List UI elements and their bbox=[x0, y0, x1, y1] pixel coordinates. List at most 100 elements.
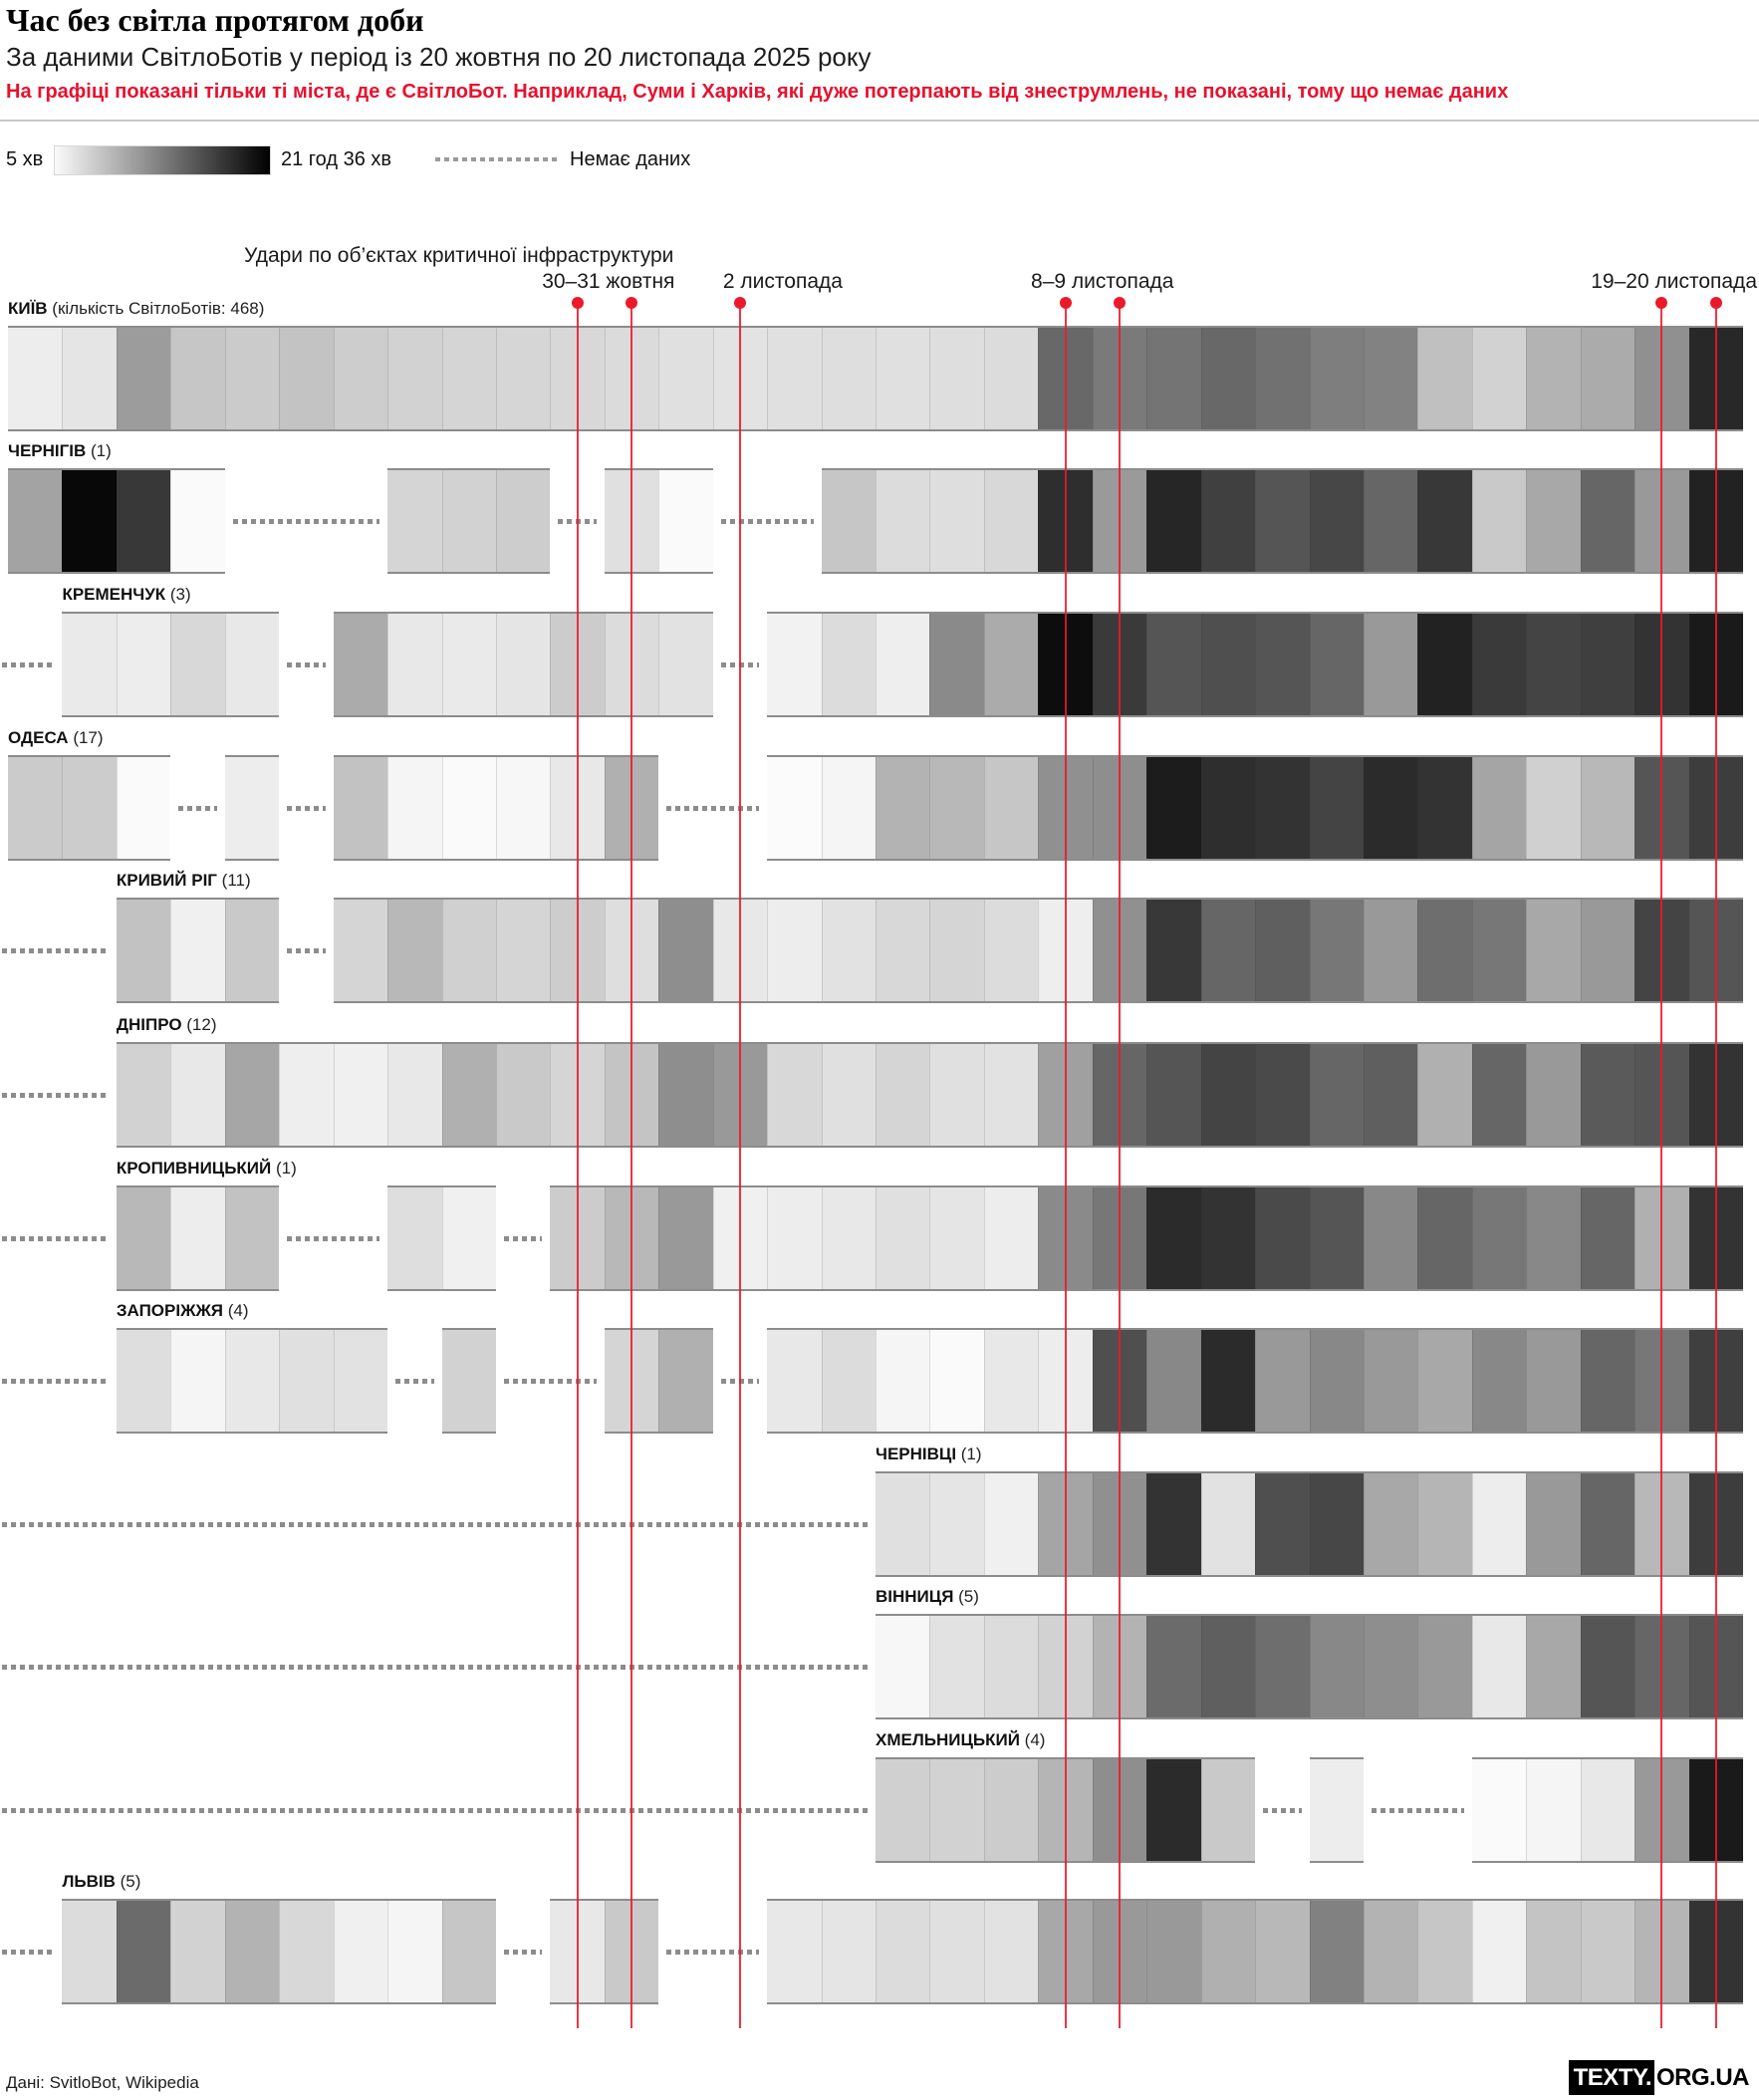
day-cell bbox=[1471, 328, 1527, 429]
day-cell bbox=[1526, 1759, 1581, 1861]
day-cell bbox=[929, 1616, 984, 1717]
day-cell bbox=[1146, 1187, 1201, 1289]
day-cell bbox=[876, 1759, 930, 1861]
data-segment bbox=[821, 468, 1743, 574]
legend-nodata-label: Немає даних bbox=[570, 148, 691, 170]
day-cell bbox=[876, 614, 930, 715]
strike-event-label: 19–20 листопада bbox=[1591, 270, 1757, 293]
no-data-dash bbox=[287, 662, 326, 667]
strike-event-line bbox=[1118, 303, 1121, 2028]
day-cell bbox=[1526, 1187, 1581, 1289]
day-cell bbox=[8, 470, 63, 572]
city-row-9: ВІННИЦЯ (5) bbox=[0, 1587, 1759, 1719]
city-row-4: КРИВИЙ РІГ (11) bbox=[0, 871, 1759, 1003]
day-cell bbox=[1417, 1616, 1472, 1717]
city-row-10: ХМЕЛЬНИЦЬКИЙ (4) bbox=[0, 1730, 1759, 1863]
day-cell bbox=[333, 1901, 388, 2002]
day-cell bbox=[767, 900, 822, 1001]
day-cell bbox=[1580, 757, 1635, 859]
day-cell bbox=[1471, 1044, 1527, 1146]
day-cell bbox=[1363, 1330, 1418, 1432]
day-cell bbox=[1471, 757, 1527, 859]
day-cell bbox=[1580, 614, 1635, 715]
city-name: ЧЕРНІГІВ bbox=[8, 441, 87, 460]
day-cell bbox=[62, 470, 117, 572]
day-cell bbox=[1200, 614, 1256, 715]
day-cell bbox=[767, 614, 822, 715]
day-cell bbox=[224, 900, 280, 1001]
day-cell bbox=[1363, 1473, 1418, 1575]
day-cell bbox=[224, 328, 280, 429]
city-row-3: ОДЕСА (17) bbox=[0, 728, 1759, 861]
day-cell bbox=[1580, 1187, 1635, 1289]
day-cell bbox=[1471, 900, 1527, 1001]
city-name: КРОПИВНИЦЬКИЙ bbox=[116, 1159, 272, 1178]
day-cell bbox=[1309, 1473, 1364, 1575]
day-cell bbox=[1526, 1901, 1581, 2002]
day-cell bbox=[62, 328, 117, 429]
city-row-2: КРЕМЕНЧУК (3) bbox=[0, 585, 1759, 717]
day-cell bbox=[983, 470, 1039, 572]
day-cell bbox=[983, 1330, 1039, 1432]
day-cell bbox=[1417, 328, 1472, 429]
day-cell bbox=[495, 1044, 551, 1146]
strike-event-label: 2 листопада bbox=[722, 270, 843, 293]
no-data-dash bbox=[2, 1093, 109, 1098]
day-cell bbox=[224, 1901, 280, 2002]
day-cell bbox=[1200, 1759, 1256, 1861]
data-segment bbox=[333, 755, 659, 861]
day-cell bbox=[333, 1330, 388, 1432]
day-cell bbox=[767, 1044, 822, 1146]
day-cell bbox=[1255, 1187, 1310, 1289]
day-cell bbox=[1255, 614, 1310, 715]
day-cell bbox=[224, 1330, 280, 1432]
day-cell bbox=[170, 614, 225, 715]
data-segment bbox=[550, 1185, 1743, 1291]
day-cell bbox=[821, 1044, 876, 1146]
strikes-annotation: Удари по об’єктах критичної інфраструкту… bbox=[244, 244, 674, 267]
day-cell bbox=[1363, 470, 1418, 572]
no-data-dash bbox=[2, 1950, 55, 1955]
day-cell bbox=[1309, 1616, 1364, 1717]
no-data-dash bbox=[720, 519, 814, 524]
no-data-dash bbox=[2, 1379, 109, 1384]
data-segment bbox=[224, 755, 280, 861]
city-row-5: ДНІПРО (12) bbox=[0, 1015, 1759, 1148]
day-cell bbox=[1255, 1044, 1310, 1146]
day-cell bbox=[1417, 470, 1472, 572]
day-cell bbox=[387, 328, 442, 429]
day-cell bbox=[1309, 614, 1364, 715]
day-cell bbox=[495, 614, 551, 715]
day-cell bbox=[983, 1759, 1039, 1861]
day-cell bbox=[1580, 1330, 1635, 1432]
day-cell bbox=[1526, 1616, 1581, 1717]
day-cell bbox=[767, 1901, 822, 2002]
day-cell bbox=[170, 470, 225, 572]
day-cell bbox=[441, 1044, 496, 1146]
day-cell bbox=[983, 1473, 1039, 1575]
city-row-8: ЧЕРНІВЦІ (1) bbox=[0, 1444, 1759, 1577]
day-cell bbox=[8, 757, 63, 859]
day-cell bbox=[1146, 1901, 1201, 2002]
texty-logo-black: TEXTY. bbox=[1568, 2060, 1654, 2095]
no-data-dash bbox=[503, 1950, 543, 1955]
day-cell bbox=[929, 1044, 984, 1146]
day-cell bbox=[387, 614, 442, 715]
day-cell bbox=[1146, 1330, 1201, 1432]
day-cell bbox=[1255, 1330, 1310, 1432]
day-cell bbox=[658, 614, 713, 715]
strike-event-label: 8–9 листопада bbox=[1031, 270, 1174, 293]
day-cell bbox=[224, 614, 280, 715]
day-cell bbox=[1309, 1901, 1364, 2002]
day-cell bbox=[1255, 757, 1310, 859]
day-cell bbox=[116, 757, 171, 859]
no-data-dash bbox=[2, 662, 55, 667]
day-cell bbox=[1255, 328, 1310, 429]
no-data-dash bbox=[2, 1808, 868, 1813]
data-segment bbox=[8, 468, 225, 574]
day-cell bbox=[441, 757, 496, 859]
day-cell bbox=[1471, 470, 1527, 572]
day-cell bbox=[495, 757, 551, 859]
day-cell bbox=[929, 328, 984, 429]
day-cell bbox=[876, 328, 930, 429]
